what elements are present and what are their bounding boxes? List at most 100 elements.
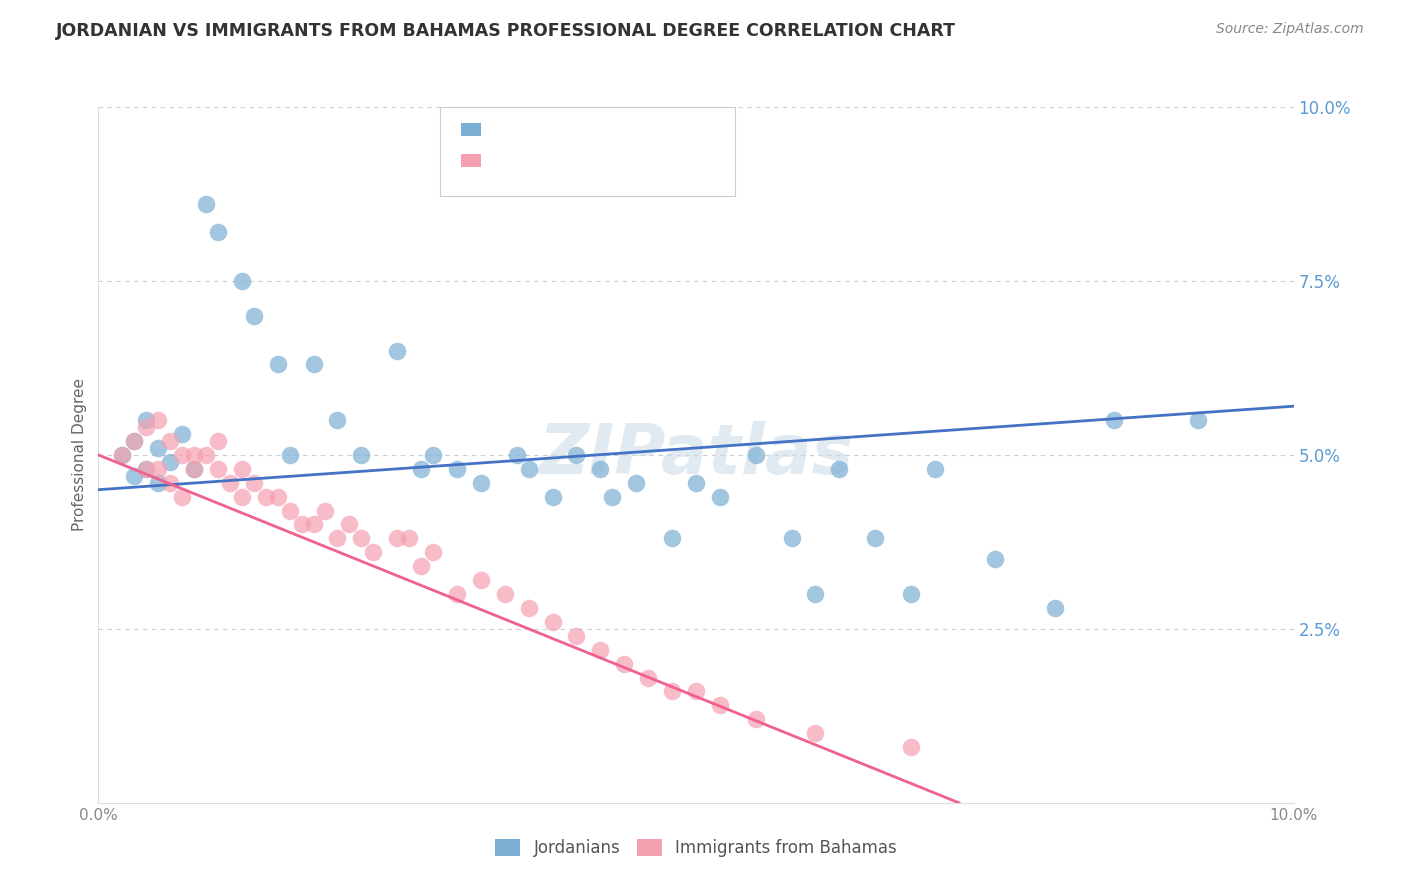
Point (302, 358, 325, 372)
Point (385, 532, 409, 546)
Point (398, 532, 420, 546)
Point (602, 490, 624, 504)
Point (159, 455, 181, 469)
Point (207, 462, 229, 476)
Point (254, 490, 277, 504)
Point (470, 573, 492, 587)
Point (709, 698, 731, 713)
Point (422, 448, 444, 462)
Point (172, 448, 194, 462)
Point (709, 490, 731, 504)
Point (111, 448, 134, 462)
Point (804, 587, 827, 601)
Point (148, 462, 170, 476)
Text: N =: N = (598, 126, 655, 141)
Point (900, 587, 922, 601)
Point (302, 517, 325, 532)
Point (159, 434, 181, 448)
Point (350, 532, 373, 546)
Point (135, 413, 157, 427)
Point (685, 684, 707, 698)
Point (195, 197, 218, 211)
Point (637, 671, 659, 685)
Point (291, 517, 314, 532)
Point (661, 684, 683, 698)
Text: R =: R = (492, 157, 530, 172)
Point (278, 503, 301, 517)
Point (984, 552, 1007, 566)
Point (135, 420, 157, 434)
Point (506, 448, 529, 462)
Text: N =: N = (598, 157, 655, 172)
Point (446, 462, 468, 476)
Point (541, 490, 564, 504)
Text: R =: R = (492, 126, 530, 141)
Point (350, 448, 373, 462)
Point (219, 475, 242, 490)
Point (326, 413, 349, 427)
Point (1187, 413, 1209, 427)
Legend: Jordanians, Immigrants from Bahamas: Jordanians, Immigrants from Bahamas (488, 832, 904, 864)
Point (470, 475, 492, 490)
Y-axis label: Professional Degree: Professional Degree (72, 378, 87, 532)
Point (1043, 601, 1066, 615)
Point (613, 657, 636, 671)
Point (589, 462, 612, 476)
Point (411, 462, 433, 476)
Point (135, 462, 157, 476)
Text: -0.541: -0.541 (534, 157, 592, 172)
Point (828, 462, 851, 476)
Point (315, 503, 337, 517)
Point (124, 468, 146, 483)
Point (267, 358, 290, 372)
Point (148, 413, 170, 427)
Point (924, 462, 946, 476)
Point (385, 343, 409, 358)
Point (745, 448, 768, 462)
Text: ZIPatlas: ZIPatlas (538, 421, 853, 489)
Point (183, 462, 205, 476)
Point (195, 448, 218, 462)
Point (411, 559, 433, 574)
Point (278, 448, 301, 462)
Text: 0.120: 0.120 (534, 126, 592, 141)
Point (589, 642, 612, 657)
Point (804, 726, 827, 740)
Point (243, 475, 266, 490)
Point (172, 427, 194, 442)
Point (148, 475, 170, 490)
Point (207, 225, 229, 239)
Point (422, 545, 444, 559)
Point (231, 490, 253, 504)
Point (1104, 413, 1126, 427)
Point (517, 462, 540, 476)
Point (183, 462, 205, 476)
Point (685, 475, 707, 490)
Point (124, 434, 146, 448)
Point (231, 462, 253, 476)
Point (207, 434, 229, 448)
Point (124, 434, 146, 448)
Text: 48: 48 (650, 157, 669, 172)
Point (111, 448, 134, 462)
Point (780, 532, 803, 546)
Point (541, 615, 564, 629)
Text: Source: ZipAtlas.com: Source: ZipAtlas.com (1216, 22, 1364, 37)
Point (494, 587, 516, 601)
Point (135, 462, 157, 476)
Point (267, 490, 290, 504)
Point (183, 448, 205, 462)
Point (865, 532, 887, 546)
Point (339, 517, 360, 532)
Point (565, 629, 588, 643)
Point (172, 490, 194, 504)
Point (326, 532, 349, 546)
Point (148, 441, 170, 455)
Point (446, 587, 468, 601)
Point (517, 601, 540, 615)
Text: JORDANIAN VS IMMIGRANTS FROM BAHAMAS PROFESSIONAL DEGREE CORRELATION CHART: JORDANIAN VS IMMIGRANTS FROM BAHAMAS PRO… (56, 22, 956, 40)
Point (231, 274, 253, 288)
Point (243, 309, 266, 323)
Point (363, 545, 385, 559)
Point (565, 448, 588, 462)
